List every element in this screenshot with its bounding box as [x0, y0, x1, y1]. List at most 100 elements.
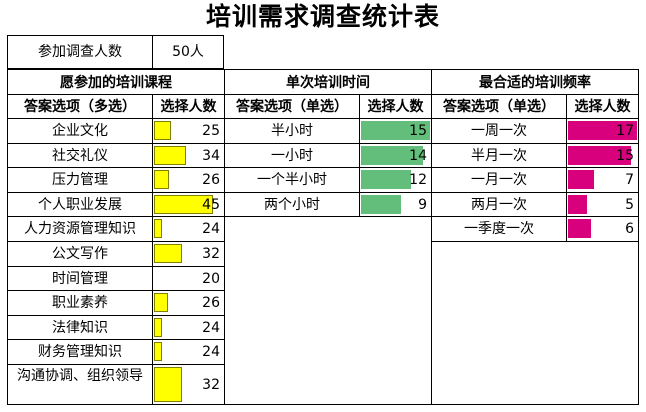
duration-row-label-cell: 一个半小时 — [224, 167, 360, 193]
courses-row-count-cell: 32 — [152, 364, 225, 405]
duration-row-count-cell: 14 — [359, 142, 432, 169]
participants-label: 参加调查人数 — [38, 44, 122, 60]
duration-row-label: 一个半小时 — [257, 172, 327, 189]
participants-value: 50人 — [172, 44, 204, 60]
courses-col-count-label: 选择人数 — [160, 99, 217, 115]
courses-count-bar — [154, 219, 162, 239]
duration-col-option: 答案选项（单选） — [224, 94, 360, 119]
frequency-header: 最合适的培训频率 — [431, 69, 639, 95]
duration-row-label-cell: 半小时 — [224, 118, 360, 144]
duration-row-count: 14 — [409, 147, 427, 164]
courses-row-count: 20 — [202, 270, 220, 287]
frequency-row-count-cell: 7 — [566, 167, 639, 193]
frequency-col-count-label: 选择人数 — [574, 99, 631, 115]
frequency-row-label-cell: 一季度一次 — [431, 216, 567, 242]
courses-row-label: 企业文化 — [52, 123, 108, 139]
frequency-row-label: 一季度一次 — [464, 221, 534, 238]
courses-col-option: 答案选项（多选） — [7, 94, 153, 119]
frequency-row-label: 一月一次 — [471, 172, 527, 189]
duration-header: 单次培训时间 — [224, 69, 432, 95]
courses-row-count: 45 — [202, 196, 220, 213]
duration-row-label-cell: 一小时 — [224, 142, 360, 169]
frequency-count-bar — [568, 194, 587, 214]
courses-row-count-cell: 25 — [152, 118, 225, 144]
frequency-row-count: 6 — [625, 221, 634, 238]
courses-row-label-cell: 公文写作 — [7, 241, 153, 267]
frequency-row-count-cell: 17 — [566, 118, 639, 144]
duration-row-label: 半小时 — [271, 123, 313, 139]
courses-row-count: 24 — [202, 344, 220, 361]
frequency-row-label: 两月一次 — [471, 196, 527, 213]
frequency-col-option: 答案选项（单选） — [431, 94, 567, 119]
courses-row-count-cell: 24 — [152, 314, 225, 341]
frequency-row-count: 5 — [625, 196, 634, 213]
courses-count-bar — [154, 244, 182, 263]
courses-row-count: 32 — [202, 246, 220, 262]
courses-row-label-cell: 个人职业发展 — [7, 191, 153, 218]
courses-count-bar — [154, 194, 213, 214]
courses-row-label: 公文写作 — [52, 246, 108, 262]
duration-col-count: 选择人数 — [359, 94, 432, 119]
duration-count-bar — [361, 194, 401, 214]
courses-row-label-cell: 财务管理知识 — [7, 339, 153, 365]
courses-row-count: 24 — [202, 319, 220, 336]
courses-row-count-cell: 32 — [152, 241, 225, 267]
courses-col-option-label: 答案选项（多选） — [24, 99, 136, 115]
courses-header: 愿参加的培训课程 — [7, 69, 225, 95]
duration-count-bar — [361, 170, 411, 190]
duration-header-label: 单次培训时间 — [286, 75, 370, 91]
courses-row-count: 24 — [202, 221, 220, 238]
duration-row-count: 9 — [418, 196, 427, 213]
courses-row-count: 26 — [202, 172, 220, 189]
courses-row-label-cell: 职业素养 — [7, 290, 153, 316]
courses-row-label: 个人职业发展 — [38, 196, 122, 213]
courses-row-label: 人力资源管理知识 — [24, 221, 136, 238]
courses-row-count-cell: 34 — [152, 142, 225, 169]
frequency-row-count: 15 — [616, 147, 634, 164]
duration-row-count-cell: 15 — [359, 118, 432, 144]
frequency-row-count-cell: 5 — [566, 191, 639, 218]
courses-row-count-cell: 26 — [152, 167, 225, 193]
frequency-row-count-cell: 15 — [566, 142, 639, 169]
duration-row-count-cell: 9 — [359, 191, 432, 218]
courses-count-bar — [154, 145, 186, 165]
participants-value-cell: 50人 — [152, 35, 224, 69]
courses-row-count-cell: 20 — [152, 265, 225, 292]
courses-row-label: 社交礼仪 — [52, 147, 108, 164]
duration-count-bar — [361, 145, 423, 165]
duration-row-count: 12 — [409, 172, 427, 189]
duration-count-bar — [361, 121, 430, 140]
courses-row-label-cell: 压力管理 — [7, 167, 153, 193]
frequency-col-count: 选择人数 — [566, 94, 639, 119]
frequency-count-bar — [568, 145, 631, 165]
courses-row-label: 时间管理 — [52, 270, 108, 287]
courses-count-bar — [154, 170, 169, 190]
duration-row-label: 两个小时 — [264, 196, 320, 213]
courses-row-count: 25 — [202, 123, 220, 139]
courses-row-count: 34 — [202, 147, 220, 164]
courses-header-label: 愿参加的培训课程 — [60, 75, 172, 91]
frequency-count-bar — [568, 170, 594, 190]
duration-col-option-label: 答案选项（单选） — [236, 99, 348, 115]
courses-row-label-cell: 社交礼仪 — [7, 142, 153, 169]
frequency-col-option-label: 答案选项（单选） — [443, 99, 555, 115]
courses-row-label: 压力管理 — [52, 172, 108, 189]
courses-row-label: 沟通协调、组织领导 — [17, 368, 143, 384]
courses-row-count-cell: 24 — [152, 216, 225, 242]
courses-count-bar — [154, 293, 168, 313]
frequency-row-count-cell: 6 — [566, 216, 639, 242]
frequency-count-bar — [568, 219, 591, 239]
courses-count-bar — [154, 121, 171, 140]
frequency-row-label: 半月一次 — [471, 147, 527, 164]
courses-row-label: 法律知识 — [52, 319, 108, 336]
courses-row-label: 职业素养 — [52, 295, 108, 312]
frequency-count-bar — [568, 121, 637, 140]
duration-col-count-label: 选择人数 — [367, 99, 424, 115]
courses-count-bar — [154, 317, 162, 337]
frequency-row-count: 7 — [625, 172, 634, 189]
courses-row-label-cell: 法律知识 — [7, 314, 153, 341]
courses-row-count-cell: 45 — [152, 191, 225, 218]
courses-row-label-cell: 人力资源管理知识 — [7, 216, 153, 242]
duration-row-label: 一小时 — [271, 147, 313, 164]
duration-row-count: 15 — [409, 123, 427, 139]
